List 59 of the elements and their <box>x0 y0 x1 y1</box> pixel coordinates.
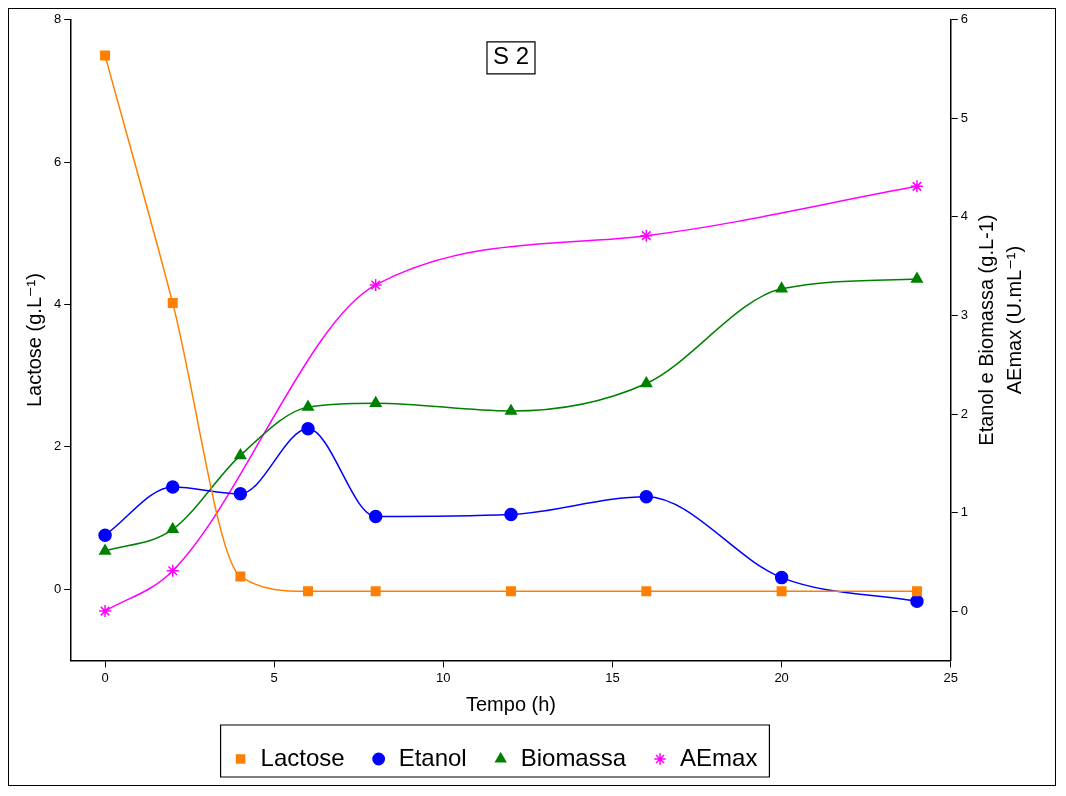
x-tick-label: 5 <box>270 669 278 685</box>
point <box>774 570 789 585</box>
y2-tick-label: 4 <box>960 208 968 224</box>
point <box>98 528 112 542</box>
x-tick-label: 0 <box>101 669 109 685</box>
point <box>368 509 383 524</box>
y2-tick-label: 1 <box>960 504 968 520</box>
x-tick-label: 20 <box>774 669 789 685</box>
x-tick-label: 15 <box>605 669 620 685</box>
legend-label: AEmax <box>680 743 758 771</box>
text: S 2 <box>492 42 530 70</box>
y-tick-label: 6 <box>54 153 62 169</box>
x-axis-title: Tempo (h) <box>465 692 557 715</box>
point <box>911 586 922 597</box>
point <box>640 376 653 388</box>
y-tick-label: 8 <box>54 11 62 27</box>
point <box>639 228 654 243</box>
point <box>911 272 923 283</box>
point <box>639 490 654 504</box>
point <box>506 586 516 597</box>
point <box>369 396 382 407</box>
point <box>641 586 652 597</box>
legend-label: Lactose <box>260 743 345 771</box>
point <box>368 278 383 292</box>
x-tick-label: 25 <box>943 669 958 685</box>
point <box>505 404 517 415</box>
text: AEmax (U.mL⁻¹) <box>1002 245 1025 395</box>
legend-label: Biomassa <box>520 743 627 771</box>
x-tick-label: 10 <box>436 669 451 685</box>
point <box>910 179 924 194</box>
y-tick-label: 4 <box>54 296 62 312</box>
point <box>302 400 314 411</box>
y-tick-label: 2 <box>54 438 62 454</box>
y2-tick-label: 5 <box>960 109 968 125</box>
y2-tick-label: 2 <box>960 405 968 421</box>
point <box>165 563 180 578</box>
point <box>233 487 248 501</box>
point <box>98 604 112 618</box>
point <box>370 586 381 597</box>
y-axis-title: Lactose (g.L⁻¹) <box>22 273 45 408</box>
point <box>775 282 788 293</box>
y-tick-label: 0 <box>54 580 62 596</box>
point <box>100 50 111 61</box>
text: Etanol e Biomassa (g.L-1) <box>974 214 997 446</box>
point <box>165 480 180 494</box>
point <box>235 571 246 582</box>
point <box>504 507 518 522</box>
y2-tick-label: 6 <box>960 11 968 27</box>
y2-tick-label: 3 <box>960 307 968 323</box>
legend-label: Etanol <box>398 743 467 771</box>
y2-tick-label: 0 <box>960 602 968 618</box>
point <box>166 522 179 534</box>
point <box>776 586 787 597</box>
point <box>910 594 924 609</box>
point <box>303 586 314 597</box>
point <box>234 448 247 460</box>
point <box>99 544 112 555</box>
point <box>167 298 178 309</box>
point <box>301 422 315 436</box>
